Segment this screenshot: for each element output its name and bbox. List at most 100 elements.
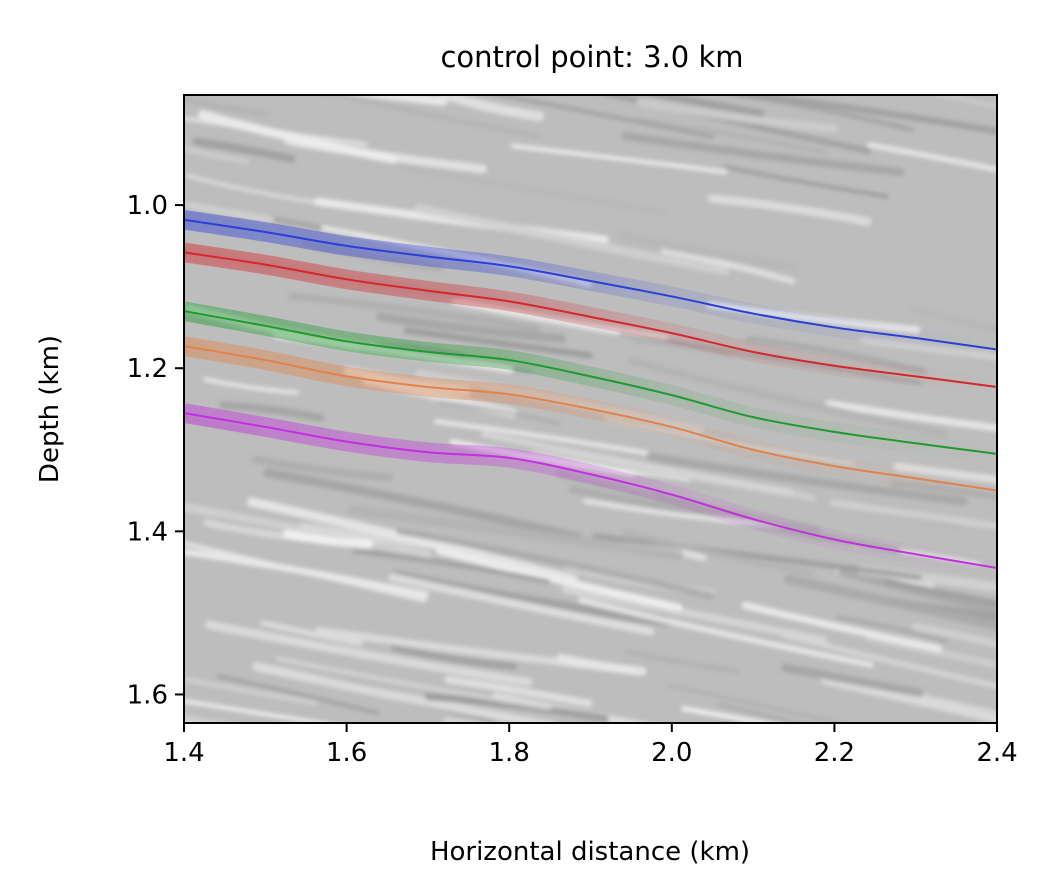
seismic-streak: [252, 662, 560, 723]
horizon-point: [264, 359, 267, 361]
seismic-streak: [661, 247, 796, 285]
horizon-point: [427, 386, 429, 388]
horizon-point: [589, 473, 592, 476]
seismic-streak: [911, 304, 997, 334]
horizon-point: [264, 231, 267, 233]
seismic-streak: [864, 633, 997, 669]
x-tick-label: 2.0: [651, 738, 692, 768]
y-axis-label: Depth (km): [35, 335, 65, 483]
horizon-point: [914, 477, 917, 480]
seismic-streak: [282, 529, 374, 549]
horizon-point: [833, 430, 836, 433]
seismic-streak: [666, 683, 848, 723]
seismic-streak: [637, 117, 828, 155]
seismic-streak: [512, 751, 664, 779]
seismic-streak: [396, 528, 714, 600]
plot-area: [183, 55, 1028, 779]
seismic-streak: [403, 327, 593, 359]
seismic-streak: [592, 533, 922, 581]
seismic-streak: [424, 693, 609, 723]
seismic-streak: [873, 55, 1028, 78]
y-axis: 1.0 1.2 1.4 1.6: [127, 191, 184, 710]
seismic-streak: [825, 400, 997, 432]
x-tick-label: 1.6: [326, 738, 367, 768]
seismic-streak: [741, 601, 943, 653]
seismic-streak: [835, 615, 949, 644]
chart-title: control point: 3.0 km: [440, 40, 743, 74]
horizon-point: [508, 457, 511, 459]
horizon-point: [914, 337, 917, 339]
seismic-streak: [388, 573, 655, 636]
seismic-streak: [263, 468, 582, 542]
x-axis-label: Horizontal distance (km): [430, 837, 750, 867]
horizon-point: [670, 394, 673, 397]
seismic-streak: [324, 95, 544, 140]
horizon-point: [345, 340, 348, 343]
horizon-point: [264, 263, 267, 266]
y-tick-label: 1.4: [127, 517, 168, 547]
x-tick-label: 2.2: [814, 738, 855, 768]
seismic-streak: [646, 452, 968, 506]
seismic-streak: [561, 585, 828, 645]
seismic-streak: [390, 644, 518, 670]
seismic-streak: [723, 165, 889, 199]
horizon-point: [508, 300, 511, 303]
seismic-streak: [912, 623, 997, 648]
seismic-streak: [216, 674, 380, 715]
horizon-point: [427, 351, 429, 353]
horizon-point: [264, 324, 267, 327]
seismic-streak: [820, 676, 997, 723]
seismic-streak: [624, 649, 740, 674]
horizon-point: [589, 315, 592, 318]
seismic-streak: [829, 499, 997, 530]
seismic-streak: [617, 230, 799, 272]
seismic-streak: [783, 574, 997, 631]
seismic-streak: [288, 292, 542, 333]
horizon-point: [752, 448, 754, 451]
horizon-point: [345, 278, 348, 281]
seismic-streak: [192, 137, 296, 163]
seismic-streak: [510, 143, 728, 175]
horizon-point: [833, 364, 836, 367]
horizon-point: [345, 440, 348, 443]
horizon-point: [345, 375, 348, 378]
horizon-point: [427, 451, 429, 454]
seismic-streak: [352, 548, 551, 584]
seismic-streak: [782, 632, 997, 689]
seismic-streak: [251, 455, 394, 482]
horizon-point: [833, 538, 836, 541]
horizon-point: [670, 295, 673, 298]
seismic-streak: [491, 95, 715, 139]
seismic-streak: [219, 401, 325, 422]
y-tick-label: 1.6: [127, 680, 168, 710]
horizon-point: [752, 312, 754, 315]
seismic-streak: [642, 95, 765, 118]
seismic-streak: [260, 620, 364, 647]
seismic-streak: [626, 357, 948, 438]
seismic-streak: [276, 656, 552, 710]
seismic-streak: [636, 98, 838, 133]
seismic-streak: [934, 95, 997, 109]
horizon-point: [427, 289, 429, 292]
seismic-streak: [351, 95, 448, 106]
horizon-point: [427, 255, 429, 258]
horizon-point: [589, 408, 592, 410]
seismic-streak: [600, 95, 872, 154]
horizon-point: [508, 359, 511, 361]
seismic-streak: [556, 653, 647, 676]
seismic-streak: [867, 142, 997, 173]
seismic-streak: [707, 194, 872, 226]
seismic-streak: [184, 503, 433, 559]
seismic-streak: [681, 705, 778, 723]
horizon-point: [752, 416, 754, 419]
seismic-streak: [198, 110, 398, 164]
seismic-streak: [400, 164, 669, 216]
horizon-point: [670, 332, 673, 335]
seismic-streak: [621, 528, 815, 577]
seismic-streak: [883, 578, 997, 607]
seismic-streak: [246, 497, 579, 584]
seismic-streak: [184, 676, 318, 706]
horizon-point: [508, 393, 511, 396]
seismic-streak: [438, 95, 545, 122]
seismic-streak: [203, 377, 300, 395]
